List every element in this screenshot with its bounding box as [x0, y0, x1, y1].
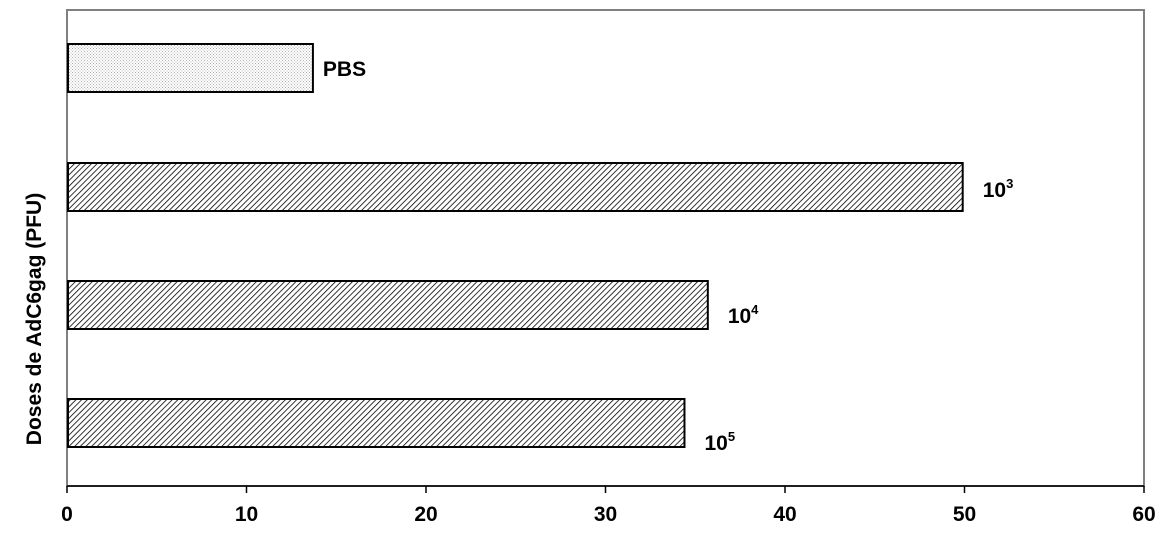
- x-tick-label-50: 50: [953, 503, 976, 526]
- bars-group: [67, 43, 964, 448]
- x-tick-label-40: 40: [773, 503, 796, 526]
- bar-3: [67, 280, 709, 330]
- bar-2: [67, 162, 964, 212]
- x-tick-label-0: 0: [61, 503, 73, 526]
- bar-1: [67, 43, 314, 93]
- x-tick-label-10: 10: [235, 503, 258, 526]
- bar-label-4: 105: [704, 429, 735, 455]
- bar-4: [67, 398, 686, 448]
- x-tick-label-60: 60: [1132, 503, 1155, 526]
- bar-label-1: PBS: [323, 58, 366, 81]
- bar-label-3: 104: [728, 302, 759, 328]
- x-tick-label-30: 30: [594, 503, 617, 526]
- x-tick-label-20: 20: [414, 503, 437, 526]
- y-axis-label: Doses de AdC6gag (PFU): [23, 193, 46, 445]
- bar-labels-group: PBS 103 104 105: [323, 58, 1013, 455]
- x-axis: 0 10 20 30 40 50 60: [61, 485, 1156, 526]
- bar-label-2: 103: [983, 176, 1014, 202]
